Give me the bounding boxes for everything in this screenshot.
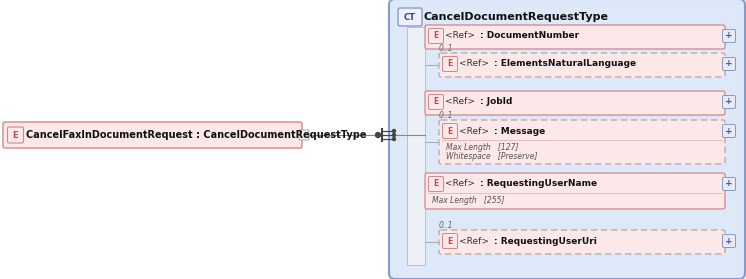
Text: <Ref>: <Ref> (459, 126, 489, 136)
FancyBboxPatch shape (439, 120, 725, 164)
Circle shape (375, 133, 380, 138)
FancyBboxPatch shape (398, 8, 422, 26)
Text: E: E (433, 32, 439, 40)
FancyBboxPatch shape (428, 177, 444, 191)
Text: <Ref>: <Ref> (445, 32, 475, 40)
Text: 0..1: 0..1 (439, 44, 454, 53)
Text: 0..1: 0..1 (439, 221, 454, 230)
FancyBboxPatch shape (439, 230, 725, 254)
FancyBboxPatch shape (442, 124, 457, 138)
Text: +: + (725, 126, 733, 136)
FancyBboxPatch shape (439, 53, 725, 77)
FancyBboxPatch shape (722, 177, 736, 191)
FancyBboxPatch shape (425, 173, 725, 209)
FancyBboxPatch shape (722, 235, 736, 247)
Text: <Ref>: <Ref> (459, 59, 489, 69)
Text: +: + (725, 97, 733, 107)
Text: Whitespace   [Preserve]: Whitespace [Preserve] (446, 152, 538, 161)
Text: : RequestingUserUri: : RequestingUserUri (494, 237, 597, 246)
Text: Max Length   [127]: Max Length [127] (446, 143, 518, 152)
FancyBboxPatch shape (299, 130, 309, 140)
FancyBboxPatch shape (442, 234, 457, 249)
Text: E: E (433, 97, 439, 107)
Text: +: + (725, 32, 733, 40)
Text: <Ref>: <Ref> (459, 237, 489, 246)
Text: 0..1: 0..1 (439, 111, 454, 120)
Text: CT: CT (404, 13, 416, 21)
Text: E: E (448, 59, 453, 69)
FancyBboxPatch shape (442, 57, 457, 71)
FancyBboxPatch shape (425, 91, 725, 115)
FancyBboxPatch shape (425, 25, 725, 49)
FancyBboxPatch shape (389, 0, 745, 279)
Text: E: E (13, 131, 19, 140)
FancyBboxPatch shape (428, 28, 444, 44)
Text: : DocumentNumber: : DocumentNumber (480, 32, 579, 40)
FancyBboxPatch shape (722, 57, 736, 71)
Text: <Ref>: <Ref> (445, 97, 475, 107)
Text: : ElementsNaturalLanguage: : ElementsNaturalLanguage (494, 59, 636, 69)
Text: CancelDocumentRequestType: CancelDocumentRequestType (424, 12, 609, 22)
FancyBboxPatch shape (3, 122, 302, 148)
Text: : Message: : Message (494, 126, 545, 136)
Circle shape (392, 129, 395, 133)
Text: E: E (433, 179, 439, 189)
Text: +: + (725, 59, 733, 69)
Circle shape (392, 138, 395, 141)
Bar (407, 27, 425, 265)
Text: E: E (448, 126, 453, 136)
Text: +: + (725, 237, 733, 246)
Text: : JobId: : JobId (480, 97, 513, 107)
FancyBboxPatch shape (428, 95, 444, 109)
Text: +: + (725, 179, 733, 189)
FancyBboxPatch shape (722, 30, 736, 42)
Text: Max Length   [255]: Max Length [255] (432, 196, 504, 205)
FancyBboxPatch shape (722, 124, 736, 138)
Text: : RequestingUserName: : RequestingUserName (480, 179, 597, 189)
FancyBboxPatch shape (722, 95, 736, 109)
FancyBboxPatch shape (7, 127, 24, 143)
Text: <Ref>: <Ref> (445, 179, 475, 189)
Text: CancelFaxInDocumentRequest : CancelDocumentRequestType: CancelFaxInDocumentRequest : CancelDocum… (26, 130, 366, 140)
Text: E: E (448, 237, 453, 246)
Circle shape (392, 133, 395, 136)
